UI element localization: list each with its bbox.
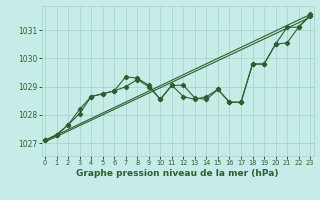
X-axis label: Graphe pression niveau de la mer (hPa): Graphe pression niveau de la mer (hPa)	[76, 169, 279, 178]
